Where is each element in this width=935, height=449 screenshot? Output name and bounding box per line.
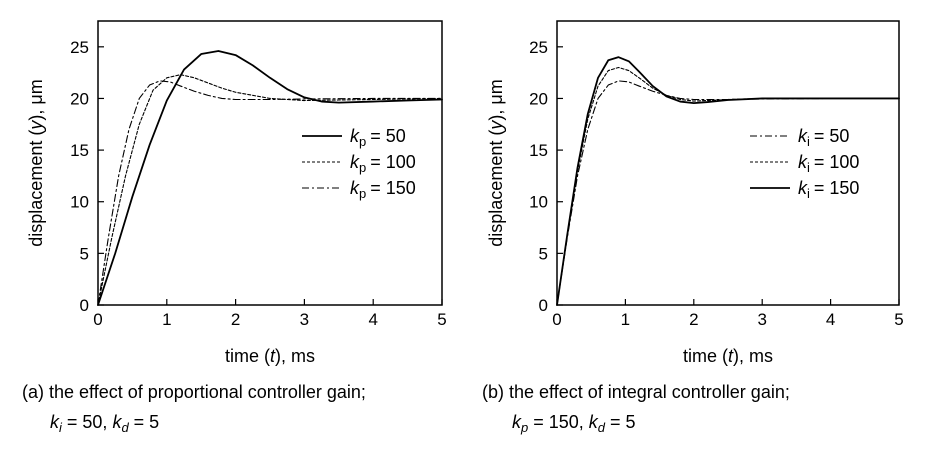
x-ticks-a: 0 1 2 3 4 5: [93, 299, 447, 329]
x-ticks-b: 0 1 2 3 4 5: [552, 299, 904, 329]
x-tick-label: 1: [621, 310, 630, 329]
x-tick-label: 4: [368, 310, 377, 329]
series-line-k-i-150: [556, 56, 900, 306]
y-tick-label: 25: [529, 38, 548, 57]
x-tick-label: 1: [162, 310, 171, 329]
x-tick-label: 3: [757, 310, 766, 329]
y-tick-label: 5: [80, 244, 89, 263]
y-tick-label: 10: [70, 193, 89, 212]
x-tick-label: 5: [894, 310, 903, 329]
caption-a-line1: (a) the effect of proportional controlle…: [22, 382, 366, 402]
x-tick-label: 0: [552, 310, 561, 329]
series-line-k-p-50: [97, 50, 443, 306]
plot-frame-b: [556, 20, 900, 306]
y-ticks-b: 0 5 10 15 20 25: [529, 38, 563, 315]
legend-label-kp150: kp = 150: [350, 178, 416, 201]
legend-label-kp50: kp = 50: [350, 126, 406, 149]
y-tick-label: 20: [70, 89, 89, 108]
series-lines-a: [97, 50, 443, 306]
y-ticks-a: 0 5 10 15 20 25: [70, 38, 104, 315]
x-tick-label: 0: [93, 310, 102, 329]
plot-frame-a: [97, 20, 443, 306]
x-axis-label-b: time (t), ms: [683, 346, 773, 366]
series-lines-b: [556, 56, 900, 306]
y-tick-label: 10: [529, 193, 548, 212]
x-tick-label: 2: [231, 310, 240, 329]
legend-label-ki50: ki = 50: [798, 126, 849, 149]
chart-panel-b: 0 1 2 3 4 5 0 5 10 15 20 25 time (t), ms displacem…: [482, 20, 904, 435]
caption-a-line2: ki = 50, kd = 5: [50, 412, 159, 435]
legend-label-ki100: ki = 100: [798, 152, 859, 175]
caption-b-line1: (b) the effect of integral controller ga…: [482, 382, 790, 402]
caption-b-line2: kp = 150, kd = 5: [512, 412, 636, 435]
x-tick-label: 3: [300, 310, 309, 329]
y-tick-label: 15: [529, 141, 548, 160]
x-tick-label: 5: [437, 310, 446, 329]
legend-a: kp = 50 kp = 100 kp = 150: [302, 126, 416, 201]
y-tick-label: 20: [529, 89, 548, 108]
y-axis-label-a: displacement (y), μm: [26, 79, 46, 246]
y-tick-label: 0: [80, 296, 89, 315]
x-tick-label: 4: [826, 310, 835, 329]
chart-panel-a: 0 1 2 3 4 5 0 5 10 15 20 25 time (t), ms displacem…: [22, 20, 447, 435]
x-tick-label: 2: [689, 310, 698, 329]
legend-label-ki150: ki = 150: [798, 178, 859, 201]
y-tick-label: 25: [70, 38, 89, 57]
series-line-k-p-150: [97, 80, 443, 306]
legend-label-kp100: kp = 100: [350, 152, 416, 175]
y-tick-label: 0: [539, 296, 548, 315]
y-axis-label-b: displacement (y), μm: [486, 79, 506, 246]
x-axis-label-a: time (t), ms: [225, 346, 315, 366]
series-line-k-p-100: [97, 74, 443, 306]
y-tick-label: 5: [539, 244, 548, 263]
y-tick-label: 15: [70, 141, 89, 160]
legend-b: ki = 50 ki = 100 ki = 150: [750, 126, 859, 201]
